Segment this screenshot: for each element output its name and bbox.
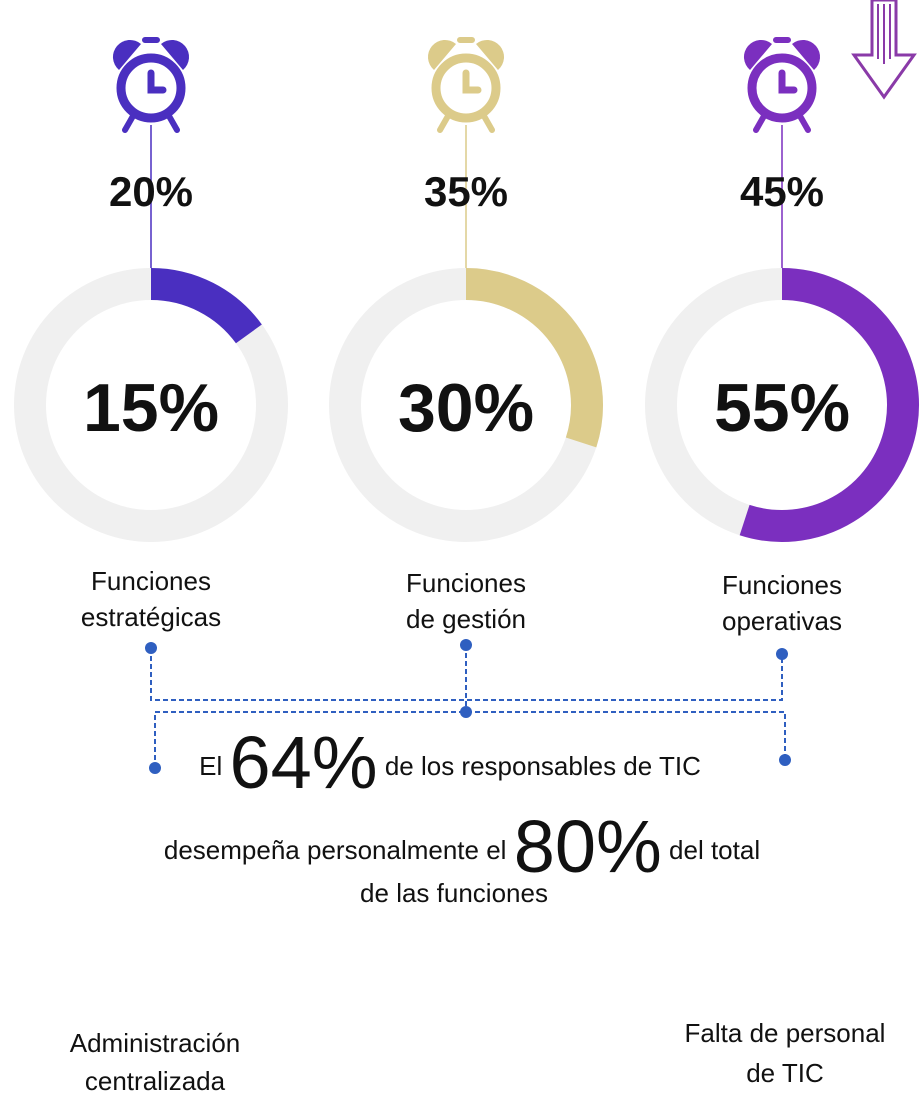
clock-face (747, 53, 817, 123)
ring-percent: 30% (398, 370, 534, 446)
text: del total (669, 835, 760, 865)
dot (779, 754, 791, 766)
statement-line-2: desempeña personalmente el 80% del total (164, 805, 760, 888)
clock-hands (147, 69, 167, 94)
item-label: Funciones (91, 566, 211, 596)
connectors (145, 639, 791, 774)
dot (460, 639, 472, 651)
text: de los responsables de TIC (385, 751, 701, 781)
cause-label: Falta de personal (685, 1018, 886, 1048)
item-label: Funciones (722, 570, 842, 600)
stat: 80% (514, 805, 662, 888)
clock-hands (462, 69, 482, 94)
stat: 64% (229, 721, 377, 804)
clock-bell (743, 39, 772, 70)
ring-arc (465, 268, 603, 448)
clock-bell (161, 39, 190, 70)
clock-hands (778, 69, 798, 94)
text: desempeña personalmente el (164, 835, 507, 865)
item-label: de gestión (406, 604, 526, 634)
dot (145, 642, 157, 654)
arrow-icon (851, 0, 917, 100)
dot (776, 648, 788, 660)
top-percent: 45% (740, 168, 824, 215)
top-connector (150, 648, 783, 701)
ring-percent: 55% (714, 370, 850, 446)
ring-arc (150, 268, 262, 344)
clock-legs (122, 37, 180, 133)
dot (460, 706, 472, 718)
item-label: estratégicas (81, 602, 221, 632)
clock-bell (427, 39, 456, 70)
cause-label: Administración (70, 1028, 241, 1058)
clock-bell (112, 39, 141, 70)
clock-icon (743, 37, 821, 133)
top-percent: 20% (109, 168, 193, 215)
ring-arc (739, 268, 919, 542)
statement-line-3: de las funciones (360, 878, 548, 908)
cause-label: centralizada (85, 1066, 226, 1096)
text: El (199, 751, 222, 781)
top-percent: 35% (424, 168, 508, 215)
dot (149, 762, 161, 774)
statement-line-1: El 64% de los responsables de TIC (199, 721, 701, 804)
clock-face (431, 53, 501, 123)
clock-bell (792, 39, 821, 70)
clock-legs (437, 37, 495, 133)
arrow-stripes (877, 4, 891, 64)
clock-icon (112, 37, 190, 133)
item-label: operativas (722, 606, 842, 636)
item-label: Funciones (406, 568, 526, 598)
ring-percent: 15% (83, 370, 219, 446)
cause-label: de TIC (746, 1058, 824, 1088)
clock-legs (753, 37, 811, 133)
clock-face (116, 53, 186, 123)
clock-icon (427, 37, 505, 133)
clock-bell (476, 39, 505, 70)
